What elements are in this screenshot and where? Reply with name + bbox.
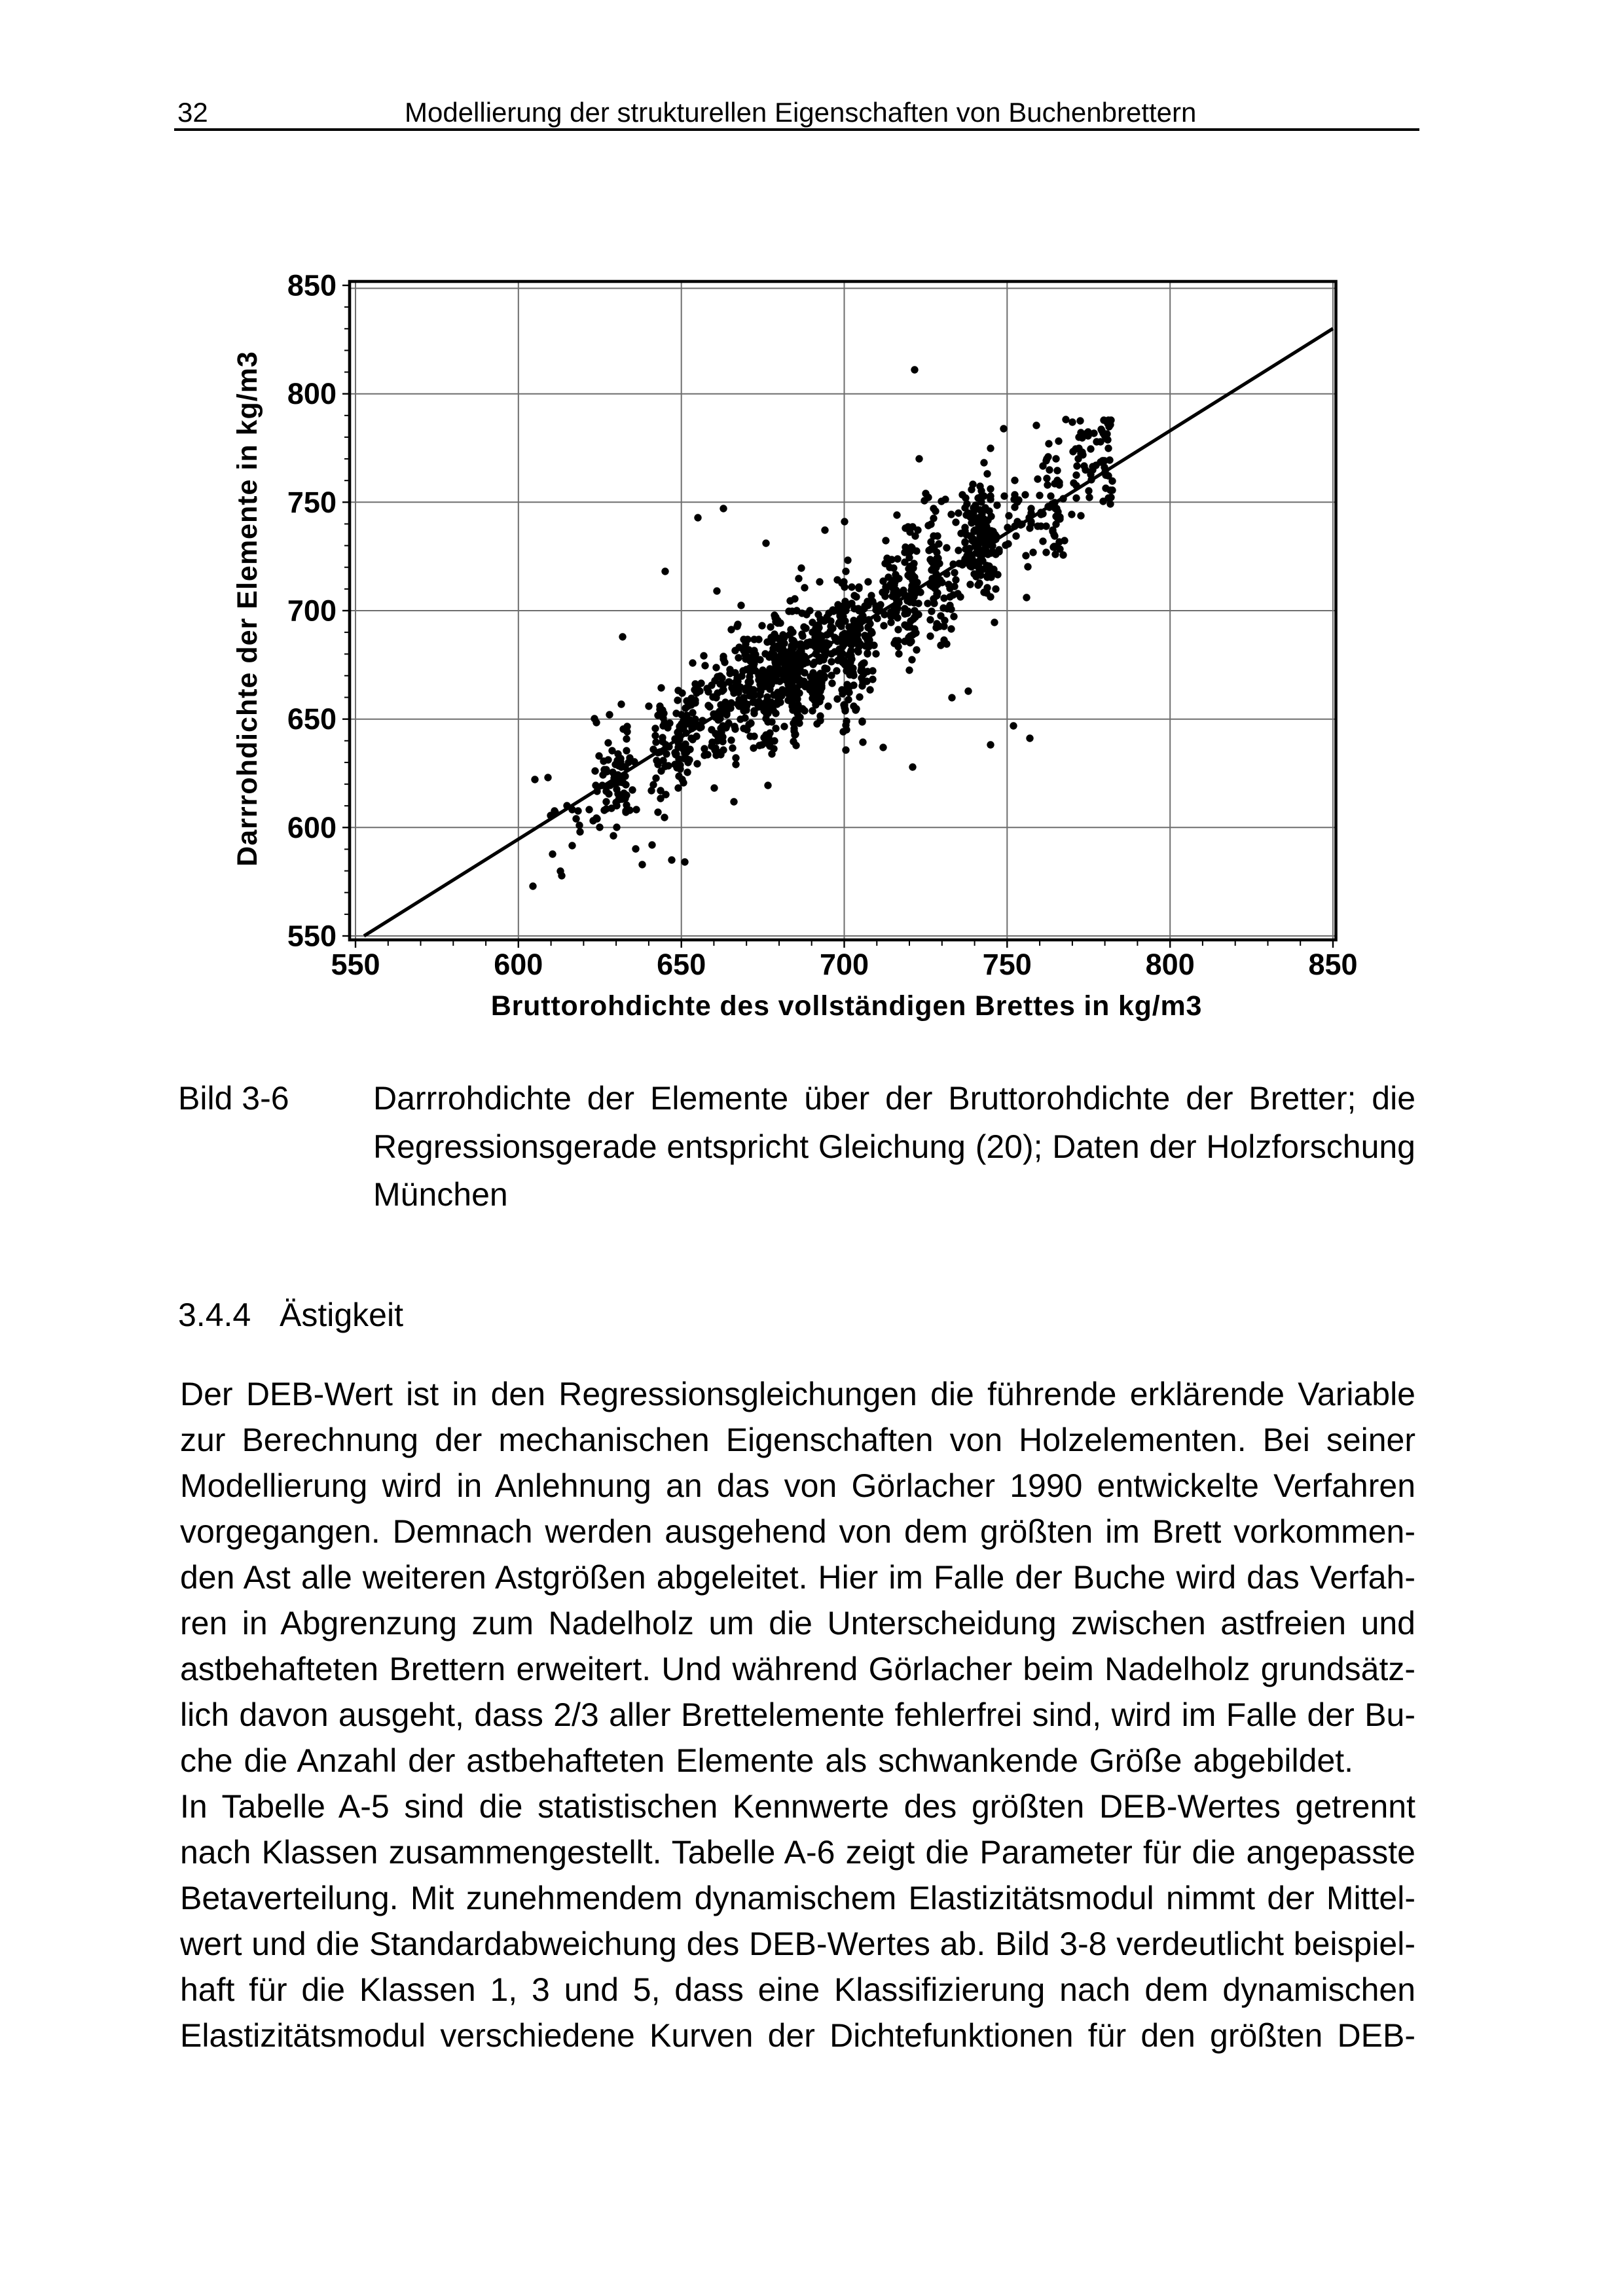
svg-text:850: 850 bbox=[1308, 948, 1357, 981]
svg-text:750: 750 bbox=[287, 486, 337, 519]
svg-text:550: 550 bbox=[287, 920, 337, 953]
svg-text:700: 700 bbox=[820, 948, 869, 981]
svg-text:650: 650 bbox=[657, 948, 706, 981]
svg-text:Bruttorohdichte des vollständi: Bruttorohdichte des vollständigen Brette… bbox=[491, 990, 1203, 1022]
svg-text:700: 700 bbox=[287, 594, 337, 628]
svg-text:750: 750 bbox=[983, 948, 1032, 981]
svg-text:800: 800 bbox=[287, 377, 337, 410]
svg-text:800: 800 bbox=[1146, 948, 1195, 981]
svg-text:600: 600 bbox=[287, 811, 337, 844]
svg-text:600: 600 bbox=[494, 948, 543, 981]
svg-text:550: 550 bbox=[331, 948, 380, 981]
svg-text:850: 850 bbox=[287, 269, 337, 302]
svg-text:650: 650 bbox=[287, 702, 337, 736]
svg-text:Darrrohdichte der Elemente in: Darrrohdichte der Elemente in kg/m3 bbox=[232, 351, 263, 867]
